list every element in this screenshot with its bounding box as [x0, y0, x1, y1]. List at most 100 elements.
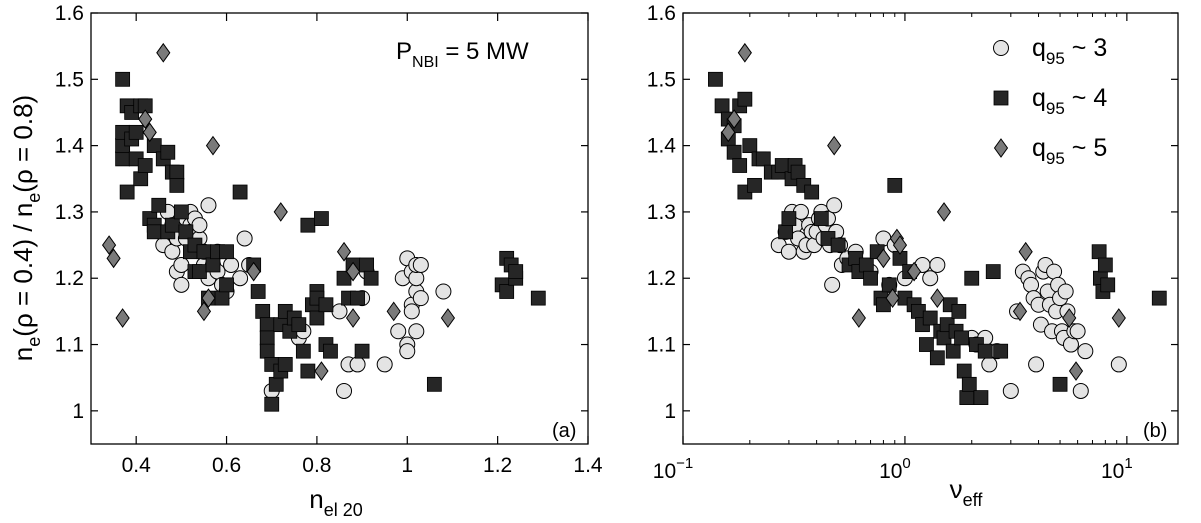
panel-b-square-point-53 [954, 330, 969, 346]
panel-b-legend: q95 ~ 3 q95 ~ 4 q95 ~ 5 [993, 34, 1107, 168]
panel-b-diamond-point-3 [827, 135, 842, 156]
panel-a-square-point-20 [160, 144, 176, 160]
panel-b-circle-point-68 [1110, 356, 1127, 373]
panel-b-scatter: 1 1.1 1.2 1.3 1.4 1.5 1.6 10−1 100 101 (b) νeff q… [647, 2, 1179, 510]
panel-b-square-point-59 [973, 390, 989, 405]
panel-b-circle-point-2 [780, 243, 797, 260]
panel-b-diamond-point-13 [1018, 241, 1033, 262]
panel-b-diamond-point-6 [885, 288, 900, 308]
panel-a-diamond-point-15 [386, 301, 401, 322]
panel-a-ytick-label: 1.1 [55, 334, 84, 357]
panel-b-square-point-50 [945, 343, 961, 359]
panel-a-square-point-48 [268, 376, 284, 392]
panel-a-circle-point-49 [403, 303, 420, 320]
panel-a-circle-point-27 [223, 256, 240, 273]
panel-a-square-point-58 [300, 363, 316, 379]
panel-a-diamond-point-12 [336, 241, 352, 262]
panel-a-circle-point-28 [232, 270, 249, 287]
panel-a-diamond-point-5 [156, 42, 171, 63]
panel-b-circle-point-66 [1072, 382, 1089, 399]
panel-a-square-point-1 [115, 151, 131, 167]
panel-a-square-point-27 [178, 224, 194, 240]
panel-b-circle-point-39 [981, 356, 998, 373]
panel-a-circle-point-55 [412, 256, 429, 273]
panel-a-square-point-26 [173, 204, 189, 220]
panel-b-circle-point-41 [1002, 382, 1019, 399]
panel-a-y-axis-label: ne(ρ = 0.4) / ne(ρ = 0.8) [8, 95, 44, 361]
panel-b-circle-point-63 [1062, 336, 1079, 353]
panel-b-square-point-7 [732, 158, 748, 173]
panel-b-circle-point-19 [824, 276, 841, 293]
panel-a-square-point-81 [530, 290, 546, 306]
panel-b-square-point-63 [1052, 376, 1068, 392]
panel-a-ytick-label: 1.4 [55, 135, 85, 158]
panel-b-diamond-point-4 [851, 308, 866, 328]
legend-square-marker [993, 90, 1009, 106]
panel-a-square-point-44 [259, 330, 275, 346]
panel-a-square-point-41 [250, 284, 266, 299]
panel-a-square-point-55 [291, 317, 307, 333]
panel-a-square-point-4 [119, 184, 135, 200]
panel-b-square-point-0 [708, 71, 723, 87]
panel-a-circle-point-36 [336, 382, 353, 399]
panel-a-xtick-label: 1.4 [573, 454, 603, 477]
panel-a-ticks: 1 1.1 1.2 1.3 1.4 1.5 1.6 0.4 0.6 0.8 1 1.2 1.4 [55, 2, 603, 477]
panel-b-diamond-point-16 [1111, 308, 1126, 328]
panel-a-square-point-24 [169, 164, 185, 180]
panel-b-diamond-point-5 [876, 248, 891, 269]
panel-a-square-point-62 [309, 310, 325, 326]
panel-a-square-point-72 [359, 257, 375, 273]
panel-b-square-point-10 [742, 138, 758, 154]
panel-b-ytick-label: 1.3 [647, 201, 676, 224]
panel-a-circle-point-21 [200, 197, 217, 214]
panel-a-frame [90, 12, 589, 445]
legend-entry-square: q95 ~ 4 [1032, 84, 1107, 118]
panel-b-diamond-point-11 [936, 202, 952, 222]
panel-a-circle-point-6 [173, 256, 190, 273]
panel-a-square-point-9 [128, 124, 144, 140]
panel-b-square-point-24 [813, 211, 829, 226]
panel-b-square-point-55 [959, 390, 975, 405]
panel-b-square-point-61 [985, 264, 1001, 280]
panel-a-diamond-point-11 [314, 361, 329, 381]
panel-a-circle-point-7 [173, 276, 190, 293]
panel-b-circle-point-65 [1069, 323, 1086, 340]
panel-a-ytick-label: 1.3 [55, 201, 84, 224]
panel-a-square-point-43 [259, 317, 275, 333]
panel-b-square-point-62 [993, 343, 1009, 359]
panel-a-circle-point-41 [376, 356, 393, 373]
panel-a-square-point-32 [196, 244, 212, 260]
panel-a-ytick-label: 1.5 [55, 68, 84, 91]
panel-b-circle-point-45 [1023, 276, 1040, 293]
panel-a-scatter: 1 1.1 1.2 1.3 1.4 1.5 1.6 0.4 0.6 0.8 1 1.2 1.4 PNBI… [8, 2, 603, 520]
legend-diamond-marker [993, 138, 1009, 158]
panel-a-square-point-65 [318, 297, 334, 313]
panel-b-square-point-26 [830, 237, 846, 253]
panel-b-square-point-45 [929, 350, 945, 366]
panel-b-square-point-57 [964, 270, 980, 286]
panel-b-points [708, 42, 1167, 405]
panel-a-square-point-16 [146, 224, 162, 240]
panel-a-square-point-77 [499, 284, 515, 299]
panel-a-circle-point-17 [191, 217, 208, 234]
panel-a-square-point-37 [219, 277, 234, 293]
panel-a-diamond-point-7 [201, 288, 216, 308]
panel-a-circle-point-2 [164, 243, 181, 260]
panel-b-ytick-label: 1.4 [647, 135, 677, 158]
panel-a-circle-point-42 [390, 323, 407, 340]
panel-a-diamond-point-8 [205, 135, 221, 156]
panel-a-square-point-71 [354, 343, 370, 359]
panel-a-xtick-label: 0.8 [302, 454, 331, 477]
panel-b-circle-point-55 [1046, 263, 1063, 280]
panel-a-diamond-point-2 [115, 308, 130, 328]
panel-b-square-point-31 [863, 270, 878, 286]
panel-a-xtick-label: 1 [401, 454, 413, 477]
panel-a-circle-point-46 [399, 343, 416, 360]
panel-b-square-point-60 [977, 343, 993, 359]
panel-a-square-point-38 [219, 244, 234, 260]
panel-a-square-point-25 [169, 177, 185, 193]
panel-a-square-point-36 [214, 290, 230, 306]
panel-a-square-point-0 [115, 71, 131, 87]
legend-entry-circle: q95 ~ 3 [1032, 34, 1107, 68]
